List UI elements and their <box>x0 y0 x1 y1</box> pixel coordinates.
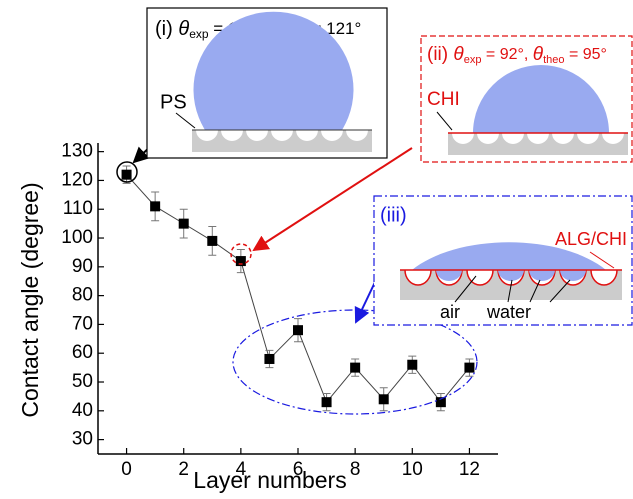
annotation: water <box>486 302 531 322</box>
layer-label: ALG/CHI <box>555 229 627 249</box>
y-tick-label: 100 <box>61 227 93 248</box>
data-point <box>179 219 189 229</box>
y-tick-label: 120 <box>61 169 93 190</box>
x-tick-label: 0 <box>121 459 132 480</box>
subscript: exp <box>189 27 209 41</box>
inset-text: (ii) θexp = 92°, θtheo = 95° <box>427 44 607 66</box>
y-tick-label: 40 <box>72 400 93 421</box>
inset: (iii) ALG/CHI air water <box>374 196 632 325</box>
y-tick-label: 60 <box>72 342 93 363</box>
inset-label: (i) <box>155 18 173 40</box>
y-tick-label: 80 <box>72 285 93 306</box>
y-axis-label: Contact angle (degree) <box>17 182 43 417</box>
angle: = 95° <box>565 46 607 63</box>
y-tick-label: 90 <box>72 256 93 277</box>
y-tick-label: 30 <box>72 429 93 450</box>
data-point <box>464 363 474 373</box>
subscript: theo <box>543 54 564 66</box>
angle: = 92°, <box>481 46 532 63</box>
inset: (i) θexp = 122°, θtheo = 121° PS <box>147 8 387 158</box>
inset-label: (ii) <box>427 44 448 65</box>
data-point <box>293 325 303 335</box>
theta: θ <box>178 18 189 40</box>
x-tick-label: 12 <box>459 459 480 480</box>
layer-label: PS <box>160 91 187 113</box>
layer-label: CHI <box>427 89 460 110</box>
data-point <box>407 360 417 370</box>
data-point <box>207 236 217 246</box>
y-tick-label: 50 <box>72 371 93 392</box>
page: {"chart_data": {"type": "line", "x_label… <box>0 0 633 499</box>
x-tick-label: 10 <box>402 459 423 480</box>
y-tick-label: 70 <box>72 313 93 334</box>
x-axis-label: Layer numbers <box>193 467 346 493</box>
data-point <box>322 397 332 407</box>
data-point <box>150 201 160 211</box>
chart: 30405060708090100110120130024681012 Laye… <box>0 0 633 494</box>
y-tick-label: 110 <box>63 198 93 219</box>
x-tick-label: 2 <box>178 459 189 480</box>
subscript: exp <box>464 54 482 66</box>
data-point <box>122 170 132 180</box>
data-point <box>264 354 274 364</box>
arrow <box>356 280 376 322</box>
inset-label: (iii) <box>380 204 407 226</box>
data-point <box>379 394 389 404</box>
inset: (ii) θexp = 92°, θtheo = 95° CHI <box>421 36 632 162</box>
y-tick-label: 130 <box>61 141 93 162</box>
x-tick-label: 8 <box>350 459 361 480</box>
annotation: air <box>440 302 460 322</box>
data-point <box>350 363 360 373</box>
